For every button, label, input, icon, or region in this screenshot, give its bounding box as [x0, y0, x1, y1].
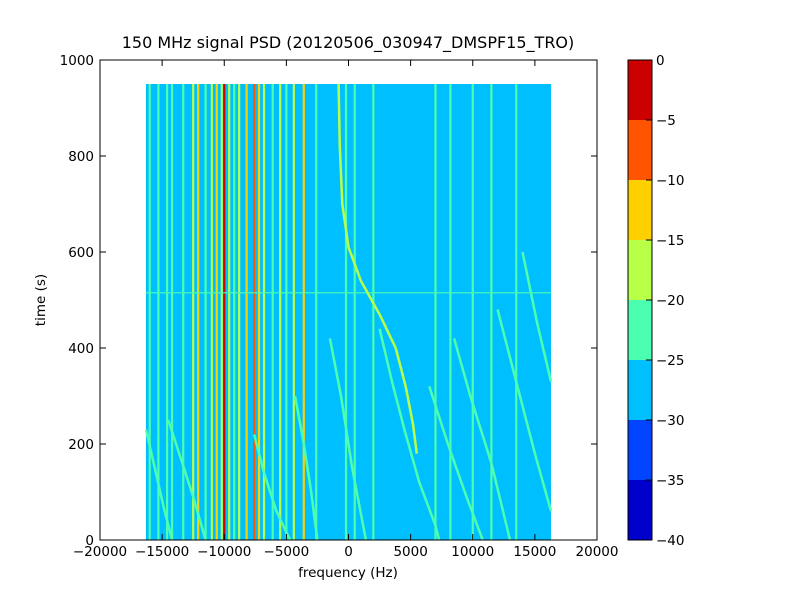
- x-tick-label: 0: [344, 544, 353, 560]
- sweep-trace: [428, 386, 484, 541]
- colorbar-segment: [628, 480, 652, 540]
- colorbar-segment: [628, 180, 652, 240]
- y-tick-label: 1000: [60, 53, 94, 69]
- sweep-trace: [521, 251, 553, 382]
- y-axis-label: time (s): [33, 274, 49, 326]
- sweep-trace: [144, 429, 174, 541]
- sweep-trace: [337, 83, 419, 454]
- colorbar-segment: [628, 420, 652, 480]
- colorbar-tick-label: −40: [656, 533, 685, 549]
- sweep-trace: [378, 328, 441, 541]
- colorbar-tick-label: −25: [656, 353, 685, 369]
- y-tick-label: 0: [85, 533, 94, 549]
- colorbar-segment: [628, 60, 652, 120]
- axes: −20000 −15000 −10000 −5000 0 5000 10000 15000 20…: [60, 53, 619, 560]
- chart-title: 150 MHz signal PSD (20120506_030947_DMSP…: [122, 33, 575, 53]
- colorbar-tick-label: −35: [656, 473, 685, 489]
- colorbar-tick-label: 0: [656, 53, 665, 69]
- plot-area: [144, 83, 553, 541]
- spectrogram-background: [145, 84, 552, 540]
- y-tick-label: 800: [68, 149, 94, 165]
- colorbar-segment: [628, 300, 652, 360]
- colorbar-tick-label: −30: [656, 413, 685, 429]
- x-tick-label: −5000: [264, 544, 310, 560]
- colorbar-segment: [628, 120, 652, 180]
- colorbar-tick-label: −15: [656, 233, 685, 249]
- colorbar-segment: [628, 240, 652, 300]
- sweep-trace: [328, 338, 368, 541]
- x-tick-label: 20000: [576, 544, 619, 560]
- y-tick-label: 600: [68, 245, 94, 261]
- sweep-trace: [452, 338, 512, 541]
- x-tick-label: 10000: [451, 544, 494, 560]
- x-tick-label: −15000: [135, 544, 189, 560]
- y-tick-label: 200: [68, 437, 94, 453]
- colorbar-tick-label: −10: [656, 173, 685, 189]
- colorbar: −40 −35 −30 −25 −20 −15 −10 −5 0: [627, 53, 685, 549]
- x-tick-label: −20000: [73, 544, 127, 560]
- colorbar-tick-label: −20: [656, 293, 685, 309]
- sweep-trace: [167, 419, 207, 541]
- y-tick-label: 400: [68, 341, 94, 357]
- sweep-trace: [293, 395, 319, 541]
- sweep-trace: [252, 434, 292, 541]
- x-tick-label: −10000: [197, 544, 251, 560]
- x-axis-label: frequency (Hz): [298, 565, 398, 581]
- sweep-trace: [496, 309, 553, 512]
- colorbar-tick-label: −5: [656, 113, 676, 129]
- colorbar-segment: [628, 360, 652, 420]
- x-tick-label: 5000: [393, 544, 427, 560]
- x-tick-label: 15000: [513, 544, 556, 560]
